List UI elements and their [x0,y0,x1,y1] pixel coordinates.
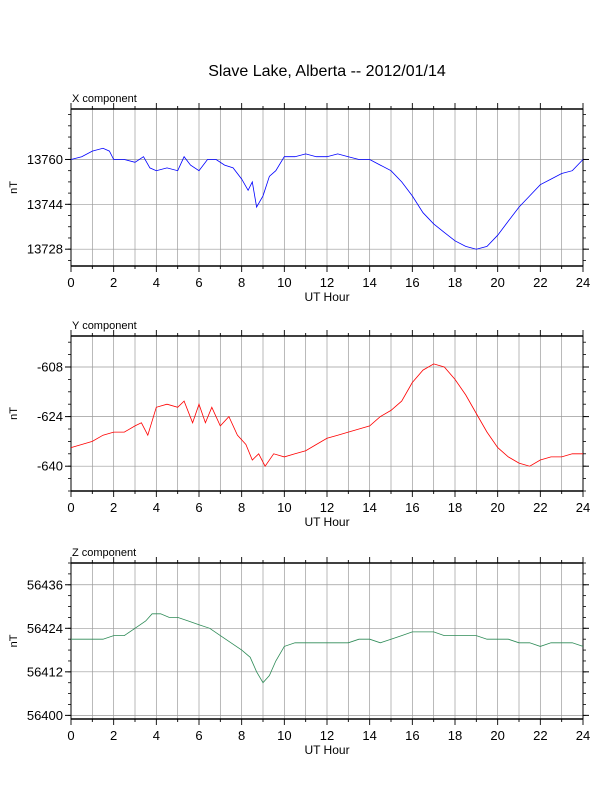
x-tick-label: 2 [110,275,117,290]
x-tick-label: 10 [277,500,291,515]
x-tick-label: 2 [110,728,117,743]
series-line [70,147,584,250]
x-axis-label: UT Hour [304,290,349,304]
x-tick-label: 20 [490,500,504,515]
y-tick-label: 13760 [27,152,63,167]
y-tick-label: 56400 [27,708,63,723]
x-tick-label: 24 [576,500,590,515]
x-tick-label: 0 [67,275,74,290]
x-tick-label: 22 [533,275,547,290]
x-tick-label: 12 [320,500,334,515]
x-tick-label: 6 [195,728,202,743]
x-tick-label: 6 [195,275,202,290]
y-tick-label: -608 [37,360,63,375]
x-tick-label: 8 [238,500,245,515]
x-tick-label: 16 [405,275,419,290]
y-tick-label: 56424 [27,621,63,636]
x-tick-label: 14 [362,728,376,743]
y-tick-label: 56436 [27,577,63,592]
x-tick-label: 20 [490,275,504,290]
x-axis-label: UT Hour [304,515,349,529]
x-tick-label: 24 [576,728,590,743]
x-tick-label: 4 [153,275,160,290]
panel-label: Z component [72,547,136,559]
x-tick-label: 18 [448,728,462,743]
x-tick-label: 18 [448,500,462,515]
panel-3: 0 2 4 6 8 10 12 14 16 18 20 22 245640056412564245643… [8,547,590,757]
x-tick-label: 12 [320,728,334,743]
x-tick-label: 10 [277,728,291,743]
panel-label: Y component [72,320,137,332]
x-tick-label: 8 [238,275,245,290]
x-tick-label: 8 [238,728,245,743]
x-tick-label: 10 [277,275,291,290]
x-tick-label: 22 [533,728,547,743]
x-tick-label: 4 [153,500,160,515]
x-tick-label: 0 [67,500,74,515]
y-axis-label: nT [8,407,20,420]
x-tick-label: 16 [405,728,419,743]
x-axis-label: UT Hour [304,743,349,757]
x-tick-label: 12 [320,275,334,290]
series-line [71,613,584,684]
series-line [70,363,583,467]
x-tick-label: 20 [490,728,504,743]
y-tick-label: 13728 [27,242,63,257]
x-tick-label: 6 [195,500,202,515]
y-tick-label: -624 [37,409,63,424]
x-tick-label: 0 [67,728,74,743]
x-tick-label: 14 [362,500,376,515]
x-tick-label: 2 [110,500,117,515]
y-tick-label: 13744 [27,197,63,212]
y-axis-label: nT [8,634,20,647]
y-tick-label: -640 [37,459,63,474]
x-tick-label: 16 [405,500,419,515]
x-tick-label: 18 [448,275,462,290]
x-tick-label: 24 [576,275,590,290]
y-tick-label: 56412 [27,664,63,679]
y-axis-label: nT [8,181,20,194]
chart-title: Slave Lake, Alberta -- 2012/01/14 [208,63,446,80]
x-tick-label: 4 [153,728,160,743]
x-tick-label: 22 [533,500,547,515]
panel-label: X component [72,93,137,105]
x-tick-label: 14 [362,275,376,290]
